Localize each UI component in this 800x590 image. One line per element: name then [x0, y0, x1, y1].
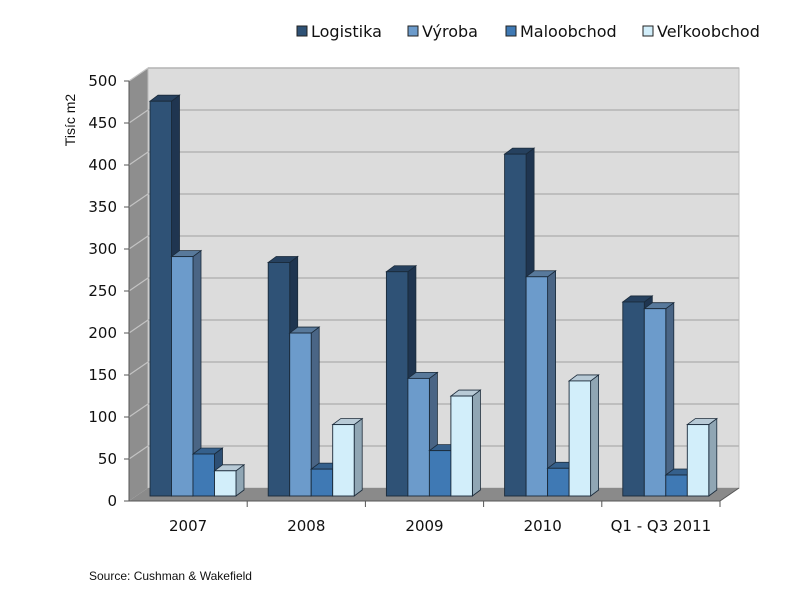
bar-front	[622, 301, 645, 497]
bar-side	[547, 269, 556, 497]
x-category-label: 2007	[169, 517, 207, 535]
gridline-side	[128, 319, 149, 334]
bar-front	[547, 467, 570, 497]
y-tick-label: 300	[88, 240, 117, 258]
legend: Logistika Výroba Maloobchod Veľkoobchod	[296, 22, 760, 41]
gridline-side	[128, 109, 149, 124]
bar-front	[385, 271, 409, 497]
bar-front	[332, 424, 355, 497]
bar-výroba-2007	[170, 249, 203, 497]
y-tick-label: 400	[88, 156, 117, 174]
bars	[148, 94, 718, 497]
gridline-side	[128, 193, 149, 208]
bar-front	[310, 468, 334, 497]
floor-edge	[719, 487, 740, 502]
x-category-label: 2008	[287, 517, 325, 535]
gridline-side	[128, 151, 149, 166]
bar-front	[149, 100, 172, 497]
bar-veľkoobchod-q1-q32011	[686, 417, 718, 497]
bar-side	[471, 389, 481, 497]
legend-item-logistika: Logistika	[296, 22, 382, 41]
bar-front	[214, 470, 237, 497]
bar-front	[171, 256, 194, 497]
bar-side	[353, 417, 363, 497]
gridline-side	[128, 445, 149, 460]
y-tick-label: 0	[107, 492, 117, 510]
source-note: Source: Cushman & Wakefield	[89, 569, 252, 583]
bar-front	[504, 153, 527, 497]
legend-label: Výroba	[422, 22, 478, 41]
y-tick-label: 150	[88, 366, 117, 384]
bar-front	[686, 424, 710, 497]
gridline-side	[128, 361, 149, 376]
bar-front	[267, 262, 291, 497]
bar-front	[525, 276, 549, 497]
legend-label: Veľkoobchod	[657, 22, 760, 41]
bar-veľkoobchod-2009	[449, 389, 482, 497]
gridline-side	[128, 67, 149, 82]
axes	[124, 80, 740, 507]
y-tick-label: 100	[88, 408, 117, 426]
bar-front	[289, 332, 312, 497]
legend-swatch	[505, 25, 517, 37]
bar-veľkoobchod-2007	[213, 463, 246, 497]
bar-side	[708, 417, 718, 497]
bar-veľkoobchod-2008	[331, 417, 364, 497]
legend-item-maloobchod: Maloobchod	[505, 22, 617, 41]
x-category-label: 2009	[405, 517, 443, 535]
bar-front	[450, 395, 473, 497]
y-tick-label: 450	[88, 114, 117, 132]
bar-front	[192, 453, 215, 497]
gridline-side	[128, 403, 149, 418]
legend-label: Logistika	[311, 22, 382, 41]
bar-výroba-2008	[288, 326, 321, 497]
y-tick-label: 200	[88, 324, 117, 342]
y-tick-label: 500	[88, 72, 117, 90]
y-tick-labels: 0 50 100 150 200 250 300 350 400 450 500	[88, 72, 117, 510]
gridline-side	[128, 235, 149, 250]
x-category-label: 2010	[524, 517, 562, 535]
x-category-labels: 2007 2008 2009 2010 Q1 - Q3 2011	[169, 517, 711, 535]
bar-front	[643, 308, 667, 497]
bar-side	[665, 301, 675, 497]
bar-front	[568, 380, 592, 497]
legend-label: Maloobchod	[520, 22, 617, 41]
legend-item-výroba: Výroba	[407, 22, 478, 41]
legend-swatch	[296, 25, 308, 37]
bar-side	[590, 374, 599, 497]
bar-front	[428, 450, 452, 497]
bar-veľkoobchod-2010	[567, 374, 600, 497]
gridline-side	[128, 277, 149, 292]
legend-item-veľkoobchod: Veľkoobchod	[642, 22, 760, 41]
y-tick-label: 250	[88, 282, 117, 300]
x-category-label: Q1 - Q3 2011	[611, 517, 712, 535]
bar-front	[407, 377, 430, 497]
legend-swatch	[642, 25, 654, 37]
bar-front	[665, 474, 688, 497]
bar-výroba-q1-q32011	[643, 301, 675, 497]
bar-výroba-2010	[524, 269, 557, 497]
y-axis-label: Tisíc m2	[62, 94, 78, 147]
legend-swatch	[407, 25, 419, 37]
y-tick-label: 50	[98, 450, 117, 468]
y-tick-label: 350	[88, 198, 117, 216]
